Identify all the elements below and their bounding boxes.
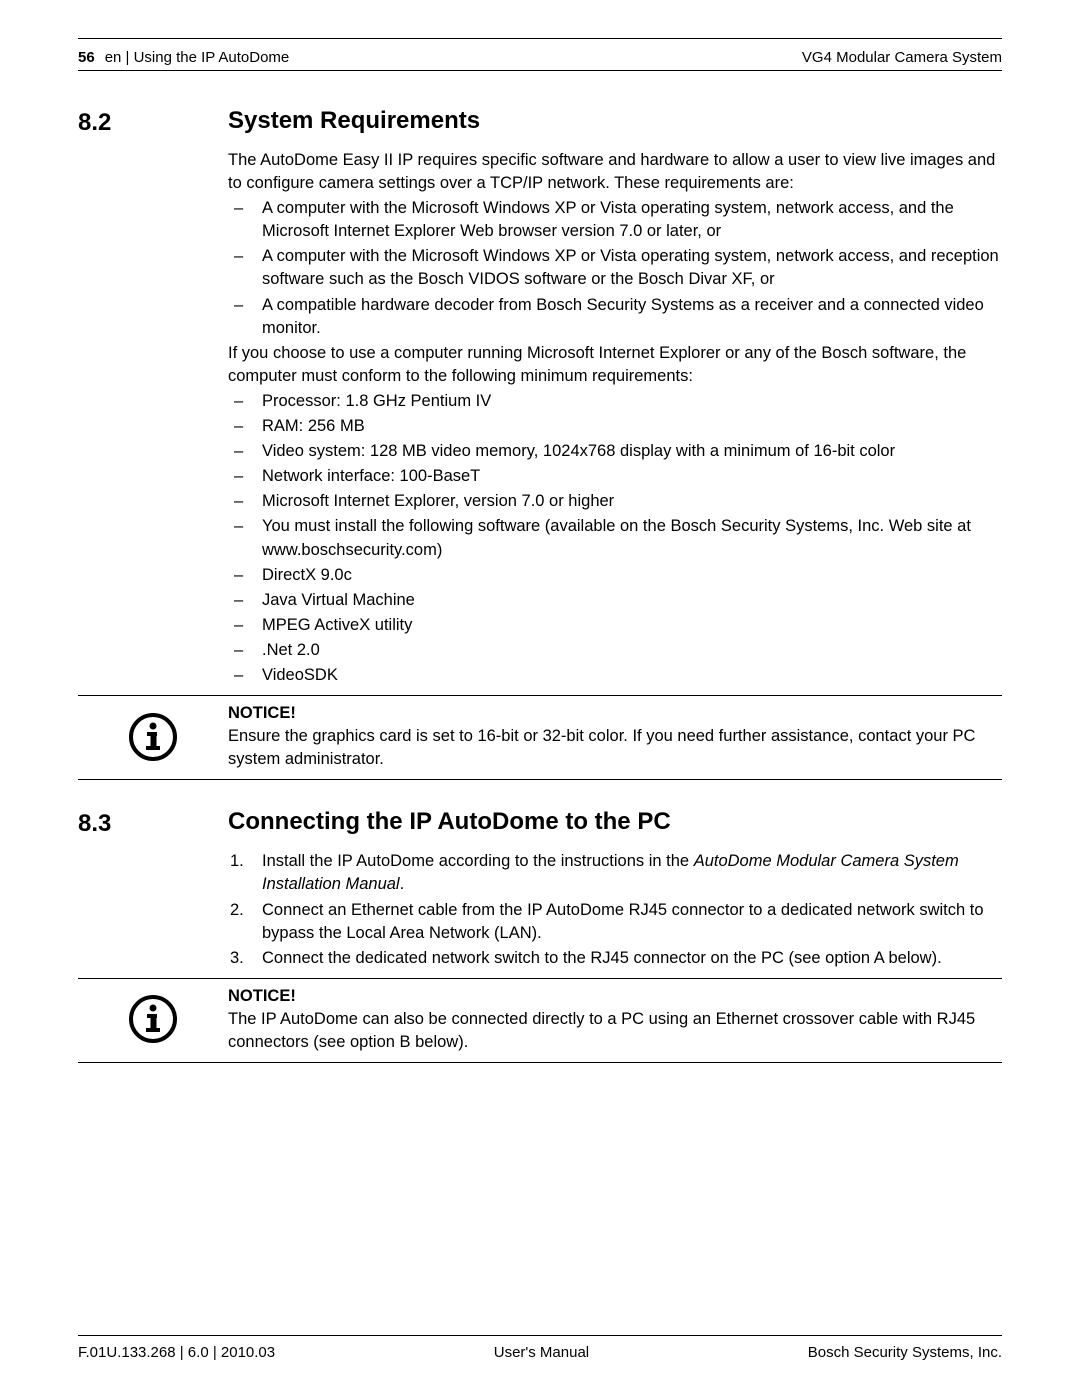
step-text-pre: Connect the dedicated network switch to … <box>262 949 942 967</box>
list-item-text: A computer with the Microsoft Windows XP… <box>262 245 1002 291</box>
notice-body: The IP AutoDome can also be connected di… <box>228 1008 1002 1054</box>
list-item-text: Connect the dedicated network switch to … <box>262 947 1002 970</box>
section-body: System Requirements The AutoDome Easy II… <box>228 107 1002 689</box>
list-item-text: A computer with the Microsoft Windows XP… <box>262 197 1002 243</box>
list-item: –Microsoft Internet Explorer, version 7.… <box>228 490 1002 513</box>
notice-title: NOTICE! <box>228 702 1002 725</box>
notice-body: Ensure the graphics card is set to 16-bi… <box>228 725 1002 771</box>
list-item: –A computer with the Microsoft Windows X… <box>228 245 1002 291</box>
dash-marker: – <box>228 245 262 291</box>
section-8-2: 8.2 System Requirements The AutoDome Eas… <box>78 107 1002 689</box>
page-footer: F.01U.133.268 | 6.0 | 2010.03 User's Man… <box>78 1335 1002 1361</box>
dash-marker: – <box>228 197 262 243</box>
list-item: – MPEG ActiveX utility <box>228 614 1002 637</box>
info-icon <box>128 712 178 762</box>
notice-text: NOTICE! The IP AutoDome can also be conn… <box>228 985 1002 1054</box>
list-item: –Network interface: 100-BaseT <box>228 465 1002 488</box>
content: 8.2 System Requirements The AutoDome Eas… <box>78 71 1002 1063</box>
step-number: 2. <box>228 899 262 945</box>
dash-marker: – <box>228 390 262 413</box>
footer-center: User's Manual <box>494 1344 589 1361</box>
list-item: –Java Virtual Machine <box>228 589 1002 612</box>
list-item: –.Net 2.0 <box>228 639 1002 662</box>
list-item-text: Microsoft Internet Explorer, version 7.0… <box>262 490 1002 513</box>
bullet-list-2: –Processor: 1.8 GHz Pentium IV –RAM: 256… <box>228 390 1002 687</box>
dash-marker: – <box>228 515 262 561</box>
dash-marker: – <box>228 465 262 488</box>
intro-paragraph: The AutoDome Easy II IP requires specifi… <box>228 149 1002 195</box>
section-body: Connecting the IP AutoDome to the PC 1. … <box>228 808 1002 971</box>
notice-icon-col <box>78 994 228 1044</box>
list-item-text: Java Virtual Machine <box>262 589 1002 612</box>
list-item-text: VideoSDK <box>262 664 1002 687</box>
header-left: 56 en | Using the IP AutoDome <box>78 49 289 66</box>
dash-marker: – <box>228 589 262 612</box>
notice-row: NOTICE! The IP AutoDome can also be conn… <box>78 979 1002 1062</box>
step-text-pre: Connect an Ethernet cable from the IP Au… <box>262 901 984 942</box>
list-item-text: MPEG ActiveX utility <box>262 614 1002 637</box>
numbered-steps: 1. Install the IP AutoDome according to … <box>228 850 1002 969</box>
dash-marker: – <box>228 639 262 662</box>
notice-block-2: NOTICE! The IP AutoDome can also be conn… <box>78 978 1002 1063</box>
notice-block-1: NOTICE! Ensure the graphics card is set … <box>78 695 1002 780</box>
section-number: 8.3 <box>78 808 228 838</box>
section-title: Connecting the IP AutoDome to the PC <box>228 808 1002 836</box>
mid-paragraph: If you choose to use a computer running … <box>228 342 1002 388</box>
list-item: 3. Connect the dedicated network switch … <box>228 947 1002 970</box>
step-number: 3. <box>228 947 262 970</box>
list-item-text: A compatible hardware decoder from Bosch… <box>262 294 1002 340</box>
section-8-3: 8.3 Connecting the IP AutoDome to the PC… <box>78 808 1002 971</box>
dash-marker: – <box>228 664 262 687</box>
bullet-list-1: –A computer with the Microsoft Windows X… <box>228 197 1002 340</box>
header-right-text: VG4 Modular Camera System <box>802 49 1002 66</box>
list-item: –DirectX 9.0c <box>228 564 1002 587</box>
list-item: 1. Install the IP AutoDome according to … <box>228 850 1002 896</box>
list-item-text: Processor: 1.8 GHz Pentium IV <box>262 390 1002 413</box>
list-item-text: Network interface: 100-BaseT <box>262 465 1002 488</box>
list-item-text: You must install the following software … <box>262 515 1002 561</box>
footer-left: F.01U.133.268 | 6.0 | 2010.03 <box>78 1344 275 1361</box>
section-number: 8.2 <box>78 107 228 137</box>
dash-marker: – <box>228 564 262 587</box>
list-item: 2. Connect an Ethernet cable from the IP… <box>228 899 1002 945</box>
list-item-text: DirectX 9.0c <box>262 564 1002 587</box>
notice-title: NOTICE! <box>228 985 1002 1008</box>
list-item: –A compatible hardware decoder from Bosc… <box>228 294 1002 340</box>
list-item-text: RAM: 256 MB <box>262 415 1002 438</box>
step-text-post: . <box>400 875 405 893</box>
step-text-pre: Install the IP AutoDome according to the… <box>262 852 694 870</box>
notice-row: NOTICE! Ensure the graphics card is set … <box>78 696 1002 779</box>
list-item: –You must install the following software… <box>228 515 1002 561</box>
info-icon <box>128 994 178 1044</box>
dash-marker: – <box>228 440 262 463</box>
notice-icon-col <box>78 712 228 762</box>
notice-rule <box>78 1062 1002 1063</box>
list-item-text: Video system: 128 MB video memory, 1024x… <box>262 440 1002 463</box>
step-number: 1. <box>228 850 262 896</box>
footer-right: Bosch Security Systems, Inc. <box>808 1344 1002 1361</box>
list-item: –VideoSDK <box>228 664 1002 687</box>
header-left-text: en | Using the IP AutoDome <box>105 49 290 66</box>
list-item: –A computer with the Microsoft Windows X… <box>228 197 1002 243</box>
page-number: 56 <box>78 49 95 66</box>
notice-text: NOTICE! Ensure the graphics card is set … <box>228 702 1002 771</box>
list-item-text: Install the IP AutoDome according to the… <box>262 850 1002 896</box>
section-title: System Requirements <box>228 107 1002 135</box>
list-item: –Processor: 1.8 GHz Pentium IV <box>228 390 1002 413</box>
dash-marker: – <box>228 490 262 513</box>
footer-rule <box>78 1335 1002 1336</box>
list-item-text: Connect an Ethernet cable from the IP Au… <box>262 899 1002 945</box>
list-item: –Video system: 128 MB video memory, 1024… <box>228 440 1002 463</box>
list-item: –RAM: 256 MB <box>228 415 1002 438</box>
dash-marker: – <box>228 294 262 340</box>
list-item-text: .Net 2.0 <box>262 639 1002 662</box>
dash-marker: – <box>228 614 262 637</box>
page: 56 en | Using the IP AutoDome VG4 Modula… <box>0 0 1080 1397</box>
page-header: 56 en | Using the IP AutoDome VG4 Modula… <box>78 39 1002 70</box>
footer-row: F.01U.133.268 | 6.0 | 2010.03 User's Man… <box>78 1344 1002 1361</box>
dash-marker: – <box>228 415 262 438</box>
